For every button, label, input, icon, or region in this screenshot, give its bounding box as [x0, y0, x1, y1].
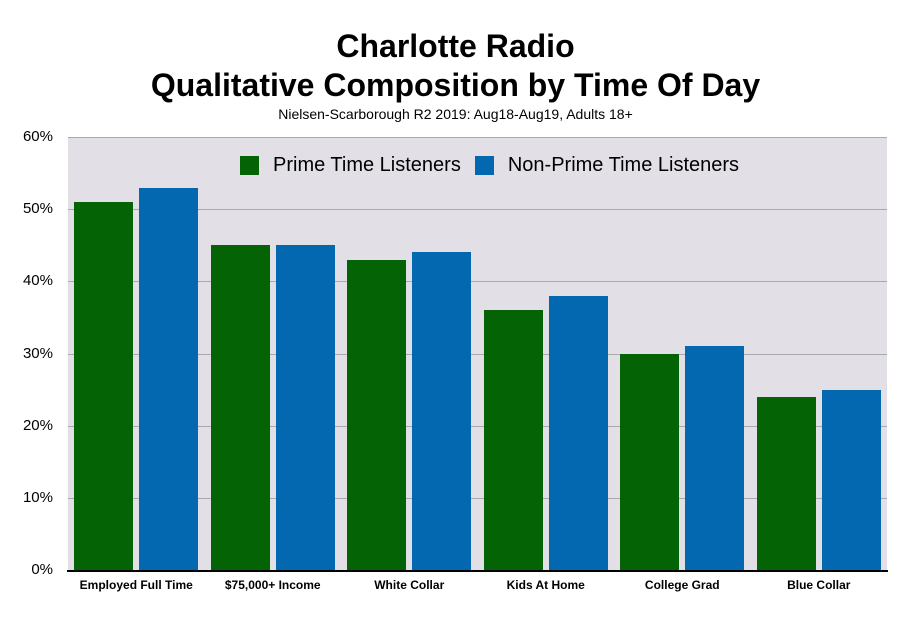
chart-title-line1: Charlotte Radio: [336, 28, 575, 64]
bar-prime: [483, 310, 543, 570]
y-tick-label: 30%: [22, 344, 53, 362]
x-tick-label: White Collar: [374, 578, 445, 592]
gridline: [68, 497, 887, 499]
legend-label-non-prime: Non-Prime Time Listeners: [507, 153, 740, 176]
legend-swatch-non-prime: [474, 155, 494, 175]
bar-non-prime: [275, 245, 335, 570]
y-tick-label: 60%: [22, 128, 53, 145]
bar-prime: [347, 259, 406, 570]
plot-area: [68, 137, 887, 570]
bar-prime: [210, 245, 270, 570]
gridline: [68, 137, 887, 138]
y-tick-label: 50%: [22, 200, 53, 218]
y-tick-label: 40%: [22, 272, 53, 290]
x-tick-label: Blue Collar: [787, 578, 851, 592]
legend-label-prime: Prime Time Listeners: [273, 153, 461, 176]
y-tick-label: 10%: [22, 488, 53, 506]
chart-subtitle: Nielsen-Scarborough R2 2019: Aug18-Aug19…: [278, 106, 633, 122]
gridline: [68, 425, 887, 427]
bar-prime: [620, 353, 679, 570]
legend: Prime Time Listeners Non-Prime Time List…: [240, 152, 753, 178]
x-tick-label: $75,000+ Income: [224, 578, 321, 592]
bar-prime: [74, 201, 133, 570]
gridline: [68, 209, 887, 211]
bar-prime: [756, 396, 816, 570]
x-tick-label: College Grad: [644, 578, 720, 592]
bar-non-prime: [685, 346, 744, 570]
y-tick-label: 0%: [31, 561, 53, 578]
x-tick-label: Kids At Home: [506, 578, 585, 592]
bar-non-prime: [139, 187, 198, 570]
bar-non-prime: [548, 295, 608, 570]
gridline: [68, 281, 887, 283]
gridline: [68, 353, 887, 355]
bar-non-prime: [412, 252, 471, 570]
legend-swatch-prime: [240, 155, 259, 175]
bar-non-prime: [821, 389, 881, 570]
y-tick-label: 20%: [22, 416, 53, 434]
x-axis-line: [67, 570, 888, 572]
chart-title-line2: Qualitative Composition by Time Of Day: [150, 67, 761, 103]
x-tick-label: Employed Full Time: [79, 578, 193, 592]
